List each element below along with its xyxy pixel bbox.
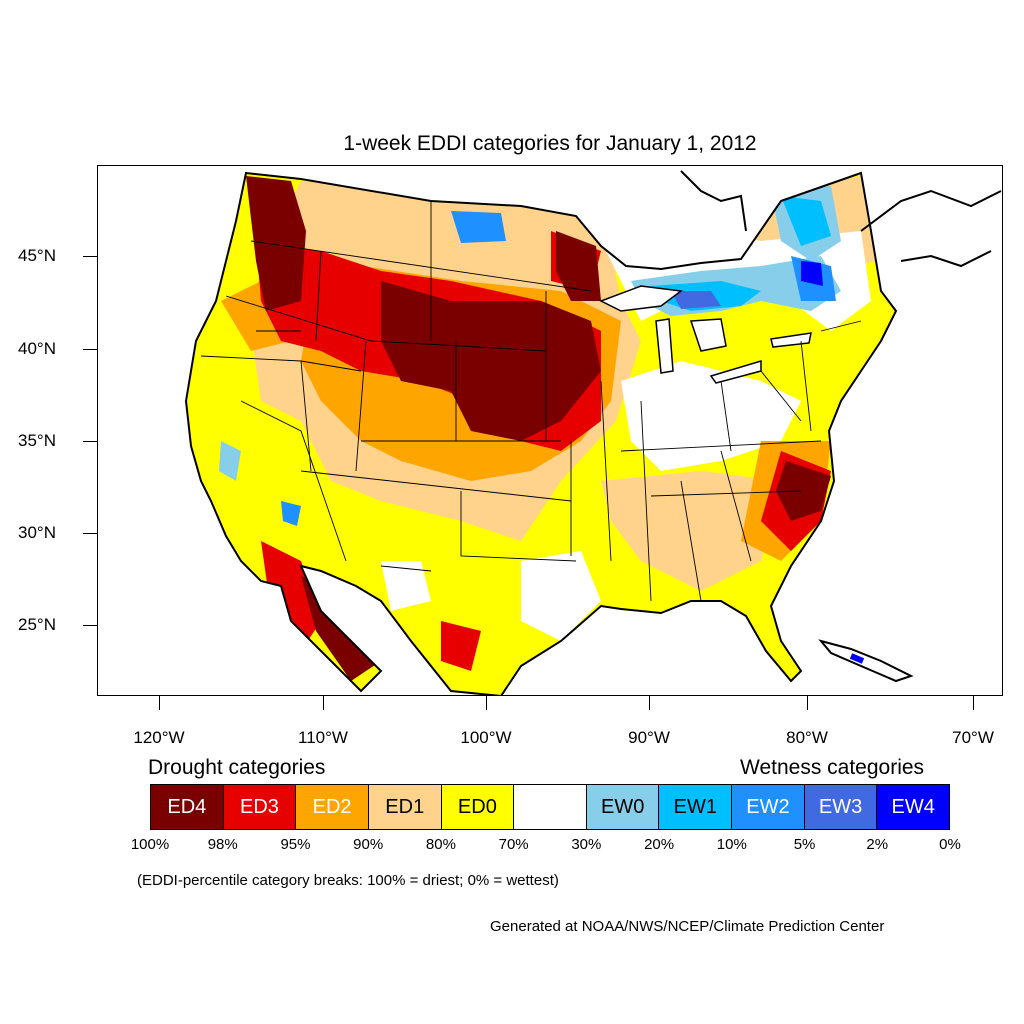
lat-tick <box>83 441 97 442</box>
legend-category-normal <box>514 785 587 829</box>
legend-break-label: 0% <box>939 836 961 853</box>
ew1-area <box>781 196 831 246</box>
legend-break-label: 90% <box>353 836 384 853</box>
ew2-area <box>451 211 506 243</box>
lat-tick <box>83 625 97 626</box>
lake-michigan <box>655 318 674 374</box>
normal-area <box>621 361 801 471</box>
ed4-area <box>246 176 306 311</box>
normal-area <box>381 561 431 611</box>
lake-superior <box>599 285 683 312</box>
legend-category-ew4: EW4 <box>877 785 950 829</box>
normal-area <box>521 551 601 641</box>
lon-label-90w: 90°W <box>628 728 670 747</box>
legend-colorbar: ED4 ED3 ED2 ED1 ED0 EW0 EW1 EW2 EW3 EW4 <box>150 784 950 830</box>
legend-break-label: 95% <box>280 836 311 853</box>
eddi-category-field <box>186 173 896 695</box>
ed4-area <box>556 231 601 301</box>
lon-tick <box>323 696 324 710</box>
legend-category-ed1: ED1 <box>368 785 442 829</box>
lon-label-100w: 100°W <box>460 728 512 747</box>
ed3-area <box>441 621 481 671</box>
legend-category-ew1: EW1 <box>659 785 733 829</box>
legend-break-label: 100% <box>130 836 170 853</box>
legend-category-ew2: EW2 <box>732 785 805 829</box>
lon-label-70w: 70°W <box>952 728 994 747</box>
state-borders <box>200 201 862 602</box>
lat-label-30: 30°N <box>18 523 56 542</box>
lat-label-25: 25°N <box>18 615 56 634</box>
credit-line: Generated at NOAA/NWS/NCEP/Climate Predi… <box>490 918 885 935</box>
lat-label-45: 45°N <box>18 246 56 265</box>
legend-break-label: 80% <box>425 836 456 853</box>
canada-coastline <box>900 250 992 268</box>
lon-tick <box>649 696 650 710</box>
legend-drought-title: Drought categories <box>148 756 326 779</box>
legend-break-label: 20% <box>644 836 675 853</box>
legend-break-label: 2% <box>866 836 889 853</box>
legend-break-label: 70% <box>498 836 529 853</box>
legend-break-label: 5% <box>793 836 816 853</box>
lon-tick <box>807 696 808 710</box>
ew4-area <box>801 261 823 286</box>
legend-category-ed3: ED3 <box>223 785 297 829</box>
legend-category-ed2: ED2 <box>296 785 369 829</box>
lon-tick <box>973 696 974 710</box>
ew0-area <box>219 441 241 481</box>
canada-coastline <box>680 170 747 232</box>
ew2-area <box>281 501 301 526</box>
ew3-area <box>671 291 721 309</box>
lon-label-80w: 80°W <box>786 728 828 747</box>
ed3-area <box>261 541 321 651</box>
legend-category-ed4: ED4 <box>151 785 224 829</box>
island-wet-patch <box>849 653 865 664</box>
eddi-map <box>184 170 1002 695</box>
cuba-outline <box>818 639 914 683</box>
lat-label-40: 40°N <box>18 339 56 358</box>
map-title: 1-week EDDI categories for January 1, 20… <box>343 132 757 155</box>
lat-tick <box>83 256 97 257</box>
lat-tick <box>83 533 97 534</box>
lon-tick <box>159 696 160 710</box>
lon-label-110w: 110°W <box>298 728 348 747</box>
lake-huron <box>689 318 727 352</box>
legend-category-ew0: EW0 <box>586 785 660 829</box>
canada-coastline <box>860 189 1002 232</box>
legend-category-ed0: ED0 <box>441 785 515 829</box>
map-frame <box>97 165 1003 696</box>
legend-break-label: 98% <box>207 836 238 853</box>
legend-break-label: 10% <box>716 836 747 853</box>
category-break-note: (EDDI-percentile category breaks: 100% =… <box>137 872 559 889</box>
legend-category-ew3: EW3 <box>804 785 878 829</box>
legend-wetness-title: Wetness categories <box>740 756 925 779</box>
lon-tick <box>486 696 487 710</box>
lat-tick <box>83 349 97 350</box>
ed4-area <box>776 461 831 521</box>
legend-break-label: 30% <box>571 836 602 853</box>
lat-label-35: 35°N <box>18 431 56 450</box>
coastline <box>184 171 898 695</box>
lon-label-120w: 120°W <box>133 728 185 747</box>
